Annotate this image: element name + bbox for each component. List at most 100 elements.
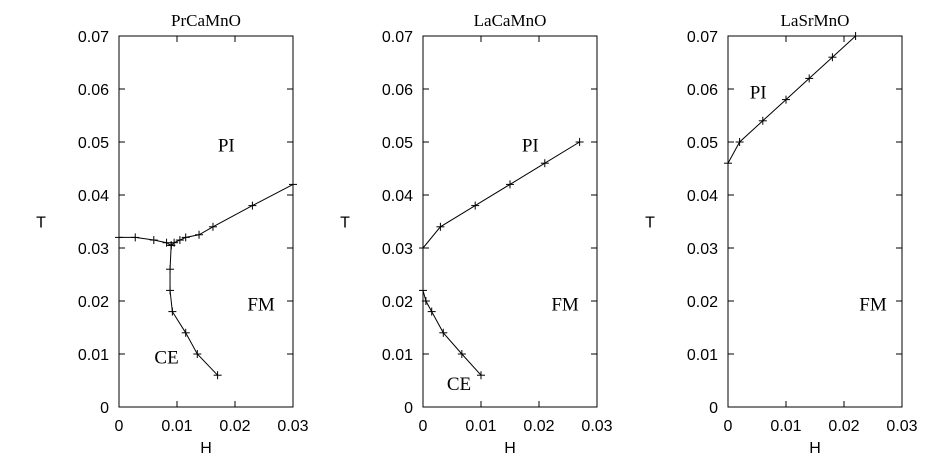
data-point: [248, 201, 257, 210]
y-tick-label: 0.02: [382, 294, 413, 311]
chart-title: LaSrMnO: [781, 11, 850, 30]
x-tick-label: 0: [419, 418, 428, 435]
chart-panel-1: 0 0.01 0.02 0.03 0 0.01 0.02 0.03 0.04 0.05 0.06 0.…: [36, 11, 309, 457]
data-point: [195, 230, 204, 239]
y-tick-label: 0.03: [78, 241, 109, 258]
x-axis-label: H: [504, 440, 516, 457]
data-point: [419, 244, 427, 252]
data-point: [457, 350, 466, 358]
data-point: [193, 350, 202, 358]
chart-panel-3: 0 0.01 0.02 0.03 0 0.01 0.02 0.03 0.04 0.05 0.06 0.…: [645, 11, 918, 457]
series-line-2: [422, 290, 482, 376]
y-tick-label: 0.02: [78, 294, 109, 311]
data-point: [421, 297, 430, 305]
data-point: [181, 328, 190, 337]
y-tick-label: 0.01: [78, 347, 109, 364]
plot-frame: [118, 35, 294, 408]
y-tick-label: 0.02: [687, 294, 718, 311]
chart-panel-2: 0 0.01 0.02 0.03 0 0.01 0.02 0.03 0.04 0.05 0.06 0.…: [340, 11, 613, 457]
y-tick-label: 0.06: [382, 82, 413, 99]
data-point: [115, 233, 123, 242]
data-point: [540, 159, 549, 168]
y-tick-label: 0.03: [382, 241, 413, 258]
data-point: [851, 32, 860, 40]
region-label-fm: FM: [247, 295, 275, 316]
data-point: [724, 159, 732, 168]
data-point: [166, 265, 175, 274]
y-axis-label: T: [340, 215, 350, 232]
y-tick-label: 0.05: [687, 135, 718, 152]
series-line-1: [422, 141, 580, 249]
chart-title: LaCaMnO: [474, 11, 547, 30]
plot-frame: [727, 35, 903, 408]
region-label-fm: FM: [859, 295, 887, 316]
y-tick-label: 0: [100, 400, 109, 417]
region-label-ce: CE: [447, 374, 471, 395]
data-point: [439, 328, 448, 337]
y-tick-label: 0.01: [687, 347, 718, 364]
data-point: [758, 116, 767, 125]
region-label-pi: PI: [218, 136, 235, 157]
data-point: [213, 371, 222, 380]
y-tick-label: 0.04: [78, 188, 109, 205]
series-line-1: [119, 183, 294, 246]
phase-diagram-panels: 0 0.01 0.02 0.03 0 0.01 0.02 0.03 0.04 0.05 0.06 0.…: [36, 11, 918, 457]
y-tick-label: 0.04: [687, 188, 718, 205]
x-tick-label: 0: [115, 418, 124, 435]
x-tick-label: 0.03: [581, 418, 612, 435]
x-tick-label: 0.02: [523, 418, 554, 435]
data-point: [289, 180, 297, 189]
x-axis-label: H: [809, 440, 821, 457]
y-tick-label: 0: [709, 400, 718, 417]
data-point: [208, 222, 217, 231]
y-tick-label: 0.07: [382, 29, 413, 46]
x-axis-label: H: [200, 440, 212, 457]
data-point: [181, 233, 190, 242]
region-label-ce: CE: [154, 348, 178, 369]
chart-title: PrCaMnO: [171, 11, 241, 30]
data-point: [805, 74, 814, 83]
data-point: [436, 222, 445, 231]
data-point: [167, 241, 176, 250]
y-tick-label: 0.04: [382, 188, 413, 205]
data-point: [427, 307, 436, 316]
data-point: [131, 233, 140, 242]
data-point: [419, 286, 427, 295]
x-tick-label: 0.01: [161, 418, 192, 435]
x-tick-label: 0.02: [219, 418, 250, 435]
y-tick-label: 0.06: [78, 82, 109, 99]
x-tick-label: 0.03: [886, 418, 917, 435]
data-point: [162, 238, 171, 247]
data-point: [471, 201, 480, 210]
x-tick-label: 0.02: [828, 418, 859, 435]
y-tick-label: 0.05: [78, 135, 109, 152]
data-point: [575, 138, 584, 146]
data-point: [149, 236, 158, 245]
y-tick-label: 0.05: [382, 135, 413, 152]
data-point: [166, 286, 175, 295]
y-tick-label: 0.07: [78, 29, 109, 46]
x-tick-label: 0.01: [465, 418, 496, 435]
x-tick-label: 0.01: [770, 418, 801, 435]
region-label-fm: FM: [551, 295, 579, 316]
region-label-pi: PI: [750, 83, 767, 104]
y-axis-label: T: [645, 215, 655, 232]
data-point: [175, 236, 184, 245]
y-tick-label: 0.03: [687, 241, 718, 258]
data-point: [828, 53, 837, 62]
y-tick-label: 0.01: [382, 347, 413, 364]
data-point: [735, 138, 744, 146]
data-point: [782, 95, 790, 104]
data-point: [506, 180, 514, 189]
y-axis-label: T: [36, 215, 46, 232]
data-point: [477, 371, 485, 380]
y-tick-label: 0.07: [687, 29, 718, 46]
plot-frame: [422, 35, 598, 408]
x-tick-label: 0.03: [277, 418, 308, 435]
y-tick-label: 0: [404, 400, 413, 417]
data-point: [168, 307, 177, 316]
series-line-1: [727, 35, 856, 164]
region-label-pi: PI: [522, 136, 539, 157]
x-tick-label: 0: [724, 418, 733, 435]
